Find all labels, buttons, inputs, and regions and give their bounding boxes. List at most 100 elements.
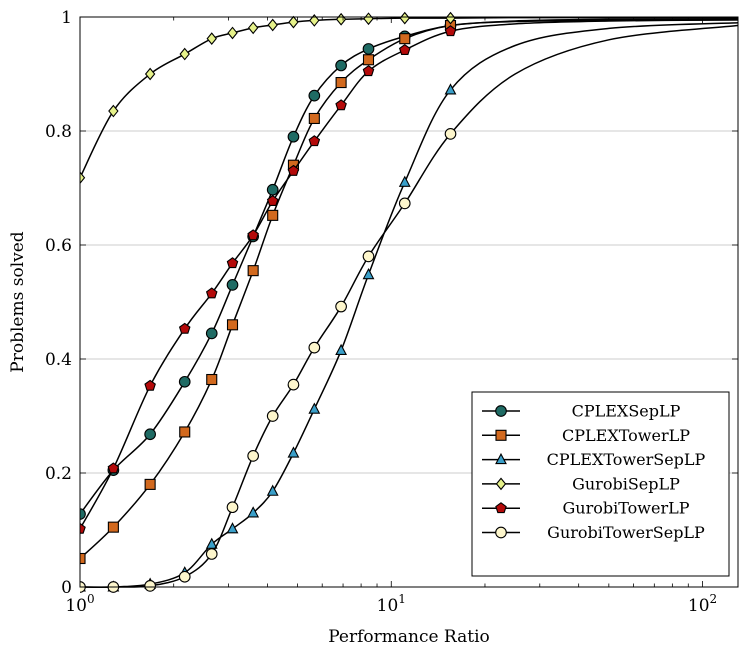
data-point-GurobiTowerSepLP-6 [247,450,260,462]
data-point-GurobiSepLP-2 [144,67,156,81]
data-point-GurobiTowerLP-11 [362,65,375,77]
data-point-GurobiTowerLP-9 [308,135,321,147]
data-point-GurobiTowerSepLP-11 [362,250,375,263]
data-point-CPLEXSepLP-9 [308,89,321,102]
data-point-GurobiSepLP-7 [267,18,278,32]
data-point-CPLEXTowerLP-10 [335,77,347,89]
data-point-CPLEXTowerLP-1 [107,521,119,533]
data-point-CPLEXTowerLP-0 [80,552,86,565]
data-point-CPLEXTowerSepLP-9 [308,402,321,414]
data-point-GurobiTowerLP-7 [266,195,279,207]
data-point-GurobiSepLP-4 [206,32,217,46]
series-GurobiSepLP [80,11,738,185]
data-point-GurobiTowerLP-4 [205,287,218,299]
legend-entry-CPLEXSepLP: CPLEXSepLP [482,402,681,421]
data-point-GurobiSepLP-12 [399,11,410,25]
data-point-CPLEXSepLP-5 [226,279,239,291]
data-point-CPLEXSepLP-7 [266,183,279,196]
x-axis-label: Performance Ratio [328,627,490,646]
data-point-CPLEXSepLP-0 [80,508,86,520]
data-point-CPLEXTowerSepLP-12 [398,175,411,187]
data-point-GurobiTowerSepLP-5 [226,501,239,514]
data-point-CPLEXSepLP-8 [287,130,300,143]
data-point-GurobiTowerSepLP-13 [444,128,457,140]
y-tick-label-3: 0.6 [45,236,72,256]
data-point-GurobiTowerSepLP-7 [266,410,279,422]
y-tick-label-5: 1 [61,8,72,28]
y-tick-label-2: 0.4 [45,350,72,370]
series-GurobiTowerLP [80,19,738,534]
data-point-GurobiTowerLP-0 [80,522,86,534]
data-point-GurobiSepLP-6 [247,21,259,35]
legend-entry-GurobiSepLP: GurobiSepLP [482,474,680,493]
data-point-CPLEXTowerLP-4 [206,373,218,386]
data-point-GurobiTowerSepLP-2 [144,580,156,592]
data-point-GurobiSepLP-13 [445,11,456,25]
data-point-GurobiTowerSepLP-8 [287,378,300,391]
data-point-CPLEXTowerSepLP-5 [226,522,239,534]
data-point-CPLEXSepLP-4 [205,327,218,340]
legend-label-CPLEXTowerSepLP: CPLEXTowerSepLP [547,450,706,469]
data-point-GurobiTowerLP-8 [287,164,300,176]
data-point-CPLEXTowerSepLP-6 [247,506,260,518]
legend-marker-CPLEXTowerSepLP [495,452,507,465]
data-point-GurobiTowerLP-2 [144,379,156,391]
data-point-GurobiTowerLP-6 [247,229,259,241]
data-point-CPLEXTowerLP-5 [226,319,239,331]
legend-entry-CPLEXTowerSepLP: CPLEXTowerSepLP [482,450,706,469]
data-point-CPLEXSepLP-2 [144,428,156,441]
data-point-GurobiSepLP-1 [108,104,119,118]
data-point-GurobiTowerSepLP-4 [205,548,218,560]
data-point-GurobiSepLP-9 [309,14,320,27]
legend-marker-GurobiTowerLP [495,502,507,514]
legend-marker-GurobiSepLP [495,477,507,491]
legend-label-GurobiTowerSepLP: GurobiTowerSepLP [547,523,705,542]
tick-labels: 0 0.2 0.4 0.6 0.8 1 100 101 102 [45,8,717,616]
data-point-GurobiTowerSepLP-12 [398,197,411,210]
data-point-GurobiTowerSepLP-3 [178,570,191,583]
legend-entry-CPLEXTowerLP: CPLEXTowerLP [482,426,690,445]
data-point-GurobiSepLP-5 [227,26,238,40]
legend-label-GurobiSepLP: GurobiSepLP [572,474,680,493]
legend-entry-GurobiTowerLP: GurobiTowerLP [482,499,690,518]
legend-marker-CPLEXTowerLP [495,429,507,441]
data-point-CPLEXTowerLP-7 [267,209,279,221]
series-CPLEXTowerLP [80,19,738,565]
series-line-CPLEXTowerLP [80,19,738,560]
data-point-CPLEXTowerLP-3 [179,426,191,438]
data-point-CPLEXTowerLP-6 [247,265,259,277]
data-point-CPLEXTowerLP-9 [308,112,320,125]
data-point-GurobiSepLP-8 [288,15,299,29]
data-point-GurobiSepLP-0 [80,171,86,185]
data-point-GurobiTowerLP-12 [398,43,411,55]
data-point-GurobiTowerLP-3 [178,322,191,334]
data-point-GurobiTowerSepLP-10 [335,300,347,313]
data-point-GurobiTowerLP-1 [107,462,120,474]
x-tick-label-2: 102 [688,592,717,616]
y-axis-label: Problems solved [8,231,28,372]
x-tick-label-1: 101 [377,592,406,616]
data-point-CPLEXTowerLP-11 [362,54,375,66]
legend-label-CPLEXSepLP: CPLEXSepLP [572,402,681,421]
data-point-CPLEXTowerSepLP-7 [266,484,279,496]
y-tick-label-4: 0.8 [45,122,72,142]
legend: CPLEXSepLP CPLEXTowerLP CPLEXTowerSepLP Gur… [471,391,730,577]
y-tick-label-0: 0 [61,578,72,598]
data-point-GurobiSepLP-3 [179,47,190,61]
data-point-GurobiTowerLP-5 [226,257,239,269]
axes [79,16,739,588]
x-tick-label-0: 100 [65,592,94,616]
data-point-GurobiTowerLP-10 [335,99,347,111]
legend-entry-GurobiTowerSepLP: GurobiTowerSepLP [482,523,705,542]
data-point-GurobiTowerLP-13 [444,25,457,37]
legend-label-CPLEXTowerLP: CPLEXTowerLP [562,426,690,445]
data-point-CPLEXTowerSepLP-11 [362,267,375,280]
data-point-GurobiTowerSepLP-9 [308,341,321,354]
series-line-GurobiSepLP [80,16,738,179]
data-point-CPLEXTowerSepLP-10 [335,343,348,356]
data-point-CPLEXTowerLP-12 [399,33,411,45]
data-point-CPLEXSepLP-10 [335,59,347,72]
data-point-CPLEXSepLP-11 [362,43,375,55]
data-point-CPLEXTowerSepLP-13 [444,83,457,95]
